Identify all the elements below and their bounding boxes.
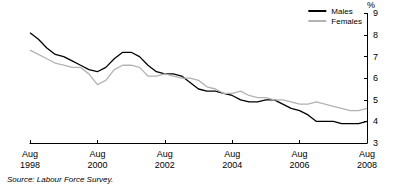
svg-text:Source: Labour Force Survey.: Source: Labour Force Survey. [7, 175, 113, 184]
svg-text:2004: 2004 [222, 160, 242, 170]
svg-text:8: 8 [373, 30, 378, 40]
svg-text:Aug: Aug [359, 149, 375, 159]
svg-text:1998: 1998 [20, 160, 40, 170]
svg-text:4: 4 [373, 116, 378, 126]
svg-text:6: 6 [373, 73, 378, 83]
svg-text:Aug: Aug [157, 149, 173, 159]
svg-text:9: 9 [373, 8, 378, 18]
svg-text:Aug: Aug [22, 149, 38, 159]
svg-text:Females: Females [331, 17, 362, 26]
svg-text:5: 5 [373, 95, 378, 105]
svg-text:Aug: Aug [224, 149, 240, 159]
svg-text:Aug: Aug [89, 149, 105, 159]
svg-text:Males: Males [331, 7, 352, 16]
svg-text:7: 7 [373, 52, 378, 62]
svg-text:2002: 2002 [155, 160, 175, 170]
svg-text:2008: 2008 [357, 160, 377, 170]
svg-text:Aug: Aug [292, 149, 308, 159]
svg-text:3: 3 [373, 138, 378, 148]
svg-text:2006: 2006 [290, 160, 310, 170]
svg-text:2000: 2000 [87, 160, 107, 170]
